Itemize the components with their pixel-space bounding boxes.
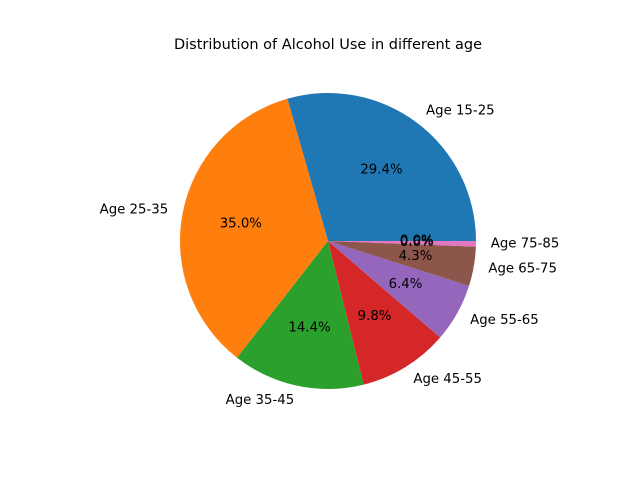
category-labels: Age 15-25 Age 25-35 Age 35-45 Age 45-55 Age … [100, 104, 560, 408]
category-label-4: Age 55-65 [470, 313, 539, 328]
pie-slice-0 [287, 93, 476, 241]
pie-slice-6 [328, 241, 476, 247]
category-label-2: Age 35-45 [226, 393, 295, 408]
percent-label-5: 4.3% [399, 249, 433, 264]
percent-label-0: 29.4% [360, 163, 402, 178]
category-label-6: Age 75-85 [491, 237, 560, 252]
category-label-3: Age 45-55 [413, 372, 482, 387]
pie-slice-3 [328, 241, 441, 385]
percent-label-4: 6.4% [389, 277, 423, 292]
category-label-5: Age 65-75 [488, 262, 557, 277]
chart-title: Distribution of Alcohol Use in different… [174, 37, 482, 53]
pie-slice-4 [328, 241, 470, 338]
percent-label-8: 0.0% [400, 234, 434, 249]
category-label-1: Age 25-35 [100, 202, 169, 217]
pie-slice-1 [180, 98, 328, 358]
pie-slice-2 [237, 241, 364, 389]
percent-label-6: 0.6% [400, 235, 434, 250]
pie-slice-5 [328, 241, 476, 286]
percent-label-3: 9.8% [358, 309, 392, 324]
percent-label-1: 35.0% [220, 217, 262, 232]
percent-label-7: 0.0% [400, 234, 434, 249]
pie-slices [180, 93, 476, 389]
category-label-0: Age 15-25 [426, 104, 495, 119]
percent-label-2: 14.4% [288, 320, 330, 335]
percent-labels: 29.4%35.0%14.4%9.8%6.4%4.3%0.6%0.0%0.0% [220, 163, 434, 336]
